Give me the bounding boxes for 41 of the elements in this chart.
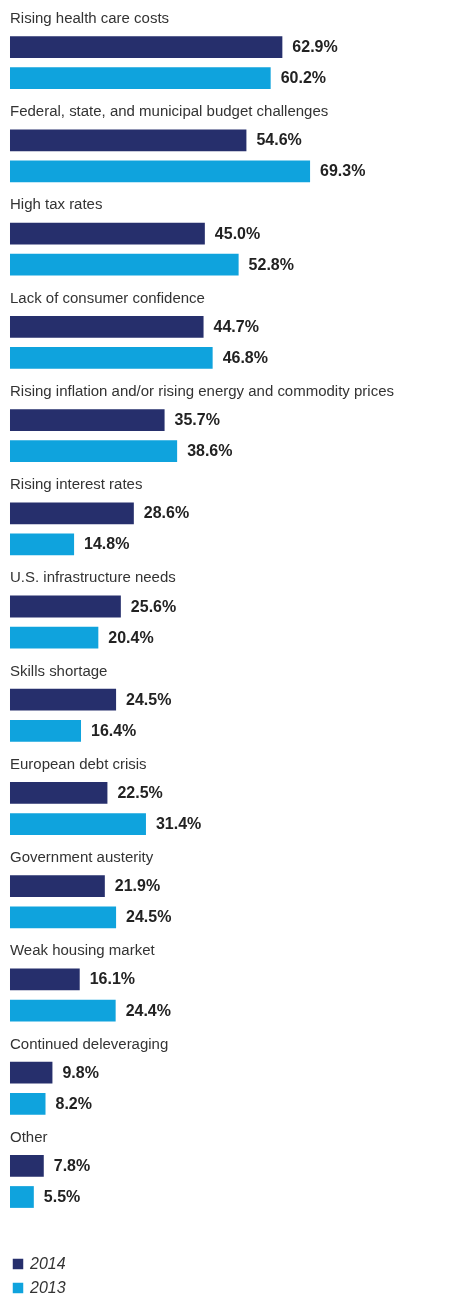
legend-label: 2013 xyxy=(29,1278,66,1296)
data-label: 28.6% xyxy=(143,504,190,522)
data-label: 24.4% xyxy=(125,1001,171,1019)
data-label: 14.8% xyxy=(84,535,130,553)
y-tick-label: Rising health care costs xyxy=(10,9,170,26)
data-label: 20.4% xyxy=(108,628,154,646)
data-label: 21.9% xyxy=(114,877,161,895)
data-label: 7.8% xyxy=(53,1156,91,1174)
y-tick-label: U.S. infrastructure needs xyxy=(10,568,176,586)
y-tick-label: Federal, state, and municipal budget challenges xyxy=(10,102,329,120)
data-label: 44.7% xyxy=(213,317,259,335)
y-tick-label: Lack of consumer confidence xyxy=(10,288,205,306)
data-label: 24.5% xyxy=(126,908,172,926)
data-label: 31.4% xyxy=(155,815,202,833)
data-label: 45.0% xyxy=(214,224,261,242)
y-tick-label: Other xyxy=(10,1127,48,1145)
y-tick-label: High tax rates xyxy=(10,195,103,213)
y-tick-label: Weak housing market xyxy=(10,941,156,959)
data-label: 69.3% xyxy=(320,162,366,180)
data-label: 60.2% xyxy=(280,69,326,87)
y-tick-label: Continued deleveraging xyxy=(10,1034,169,1052)
data-label: 25.6% xyxy=(130,597,177,615)
y-tick-label: European debt crisis xyxy=(10,754,147,772)
data-label: 16.4% xyxy=(91,721,137,739)
data-label: 16.1% xyxy=(89,970,136,988)
data-label: 46.8% xyxy=(222,348,268,366)
data-label: 62.9% xyxy=(292,38,338,56)
data-label: 35.7% xyxy=(174,411,220,429)
y-tick-label: Rising inflation and/or rising energy and commodity prices xyxy=(10,381,394,399)
data-label: 8.2% xyxy=(55,1094,92,1112)
data-label: 9.8% xyxy=(62,1063,99,1081)
data-label: 24.5% xyxy=(126,690,172,708)
y-tick-label: Government austerity xyxy=(10,848,154,866)
y-tick-label: Rising interest rates xyxy=(10,475,143,493)
data-label: 22.5% xyxy=(117,783,163,801)
y-tick-label: Skills shortage xyxy=(10,661,108,679)
data-label: 5.5% xyxy=(43,1188,81,1206)
legend-label: 2014 xyxy=(29,1254,66,1272)
data-label: 38.6% xyxy=(187,442,233,460)
data-label: 52.8% xyxy=(248,255,294,273)
data-label: 54.6% xyxy=(256,131,302,149)
